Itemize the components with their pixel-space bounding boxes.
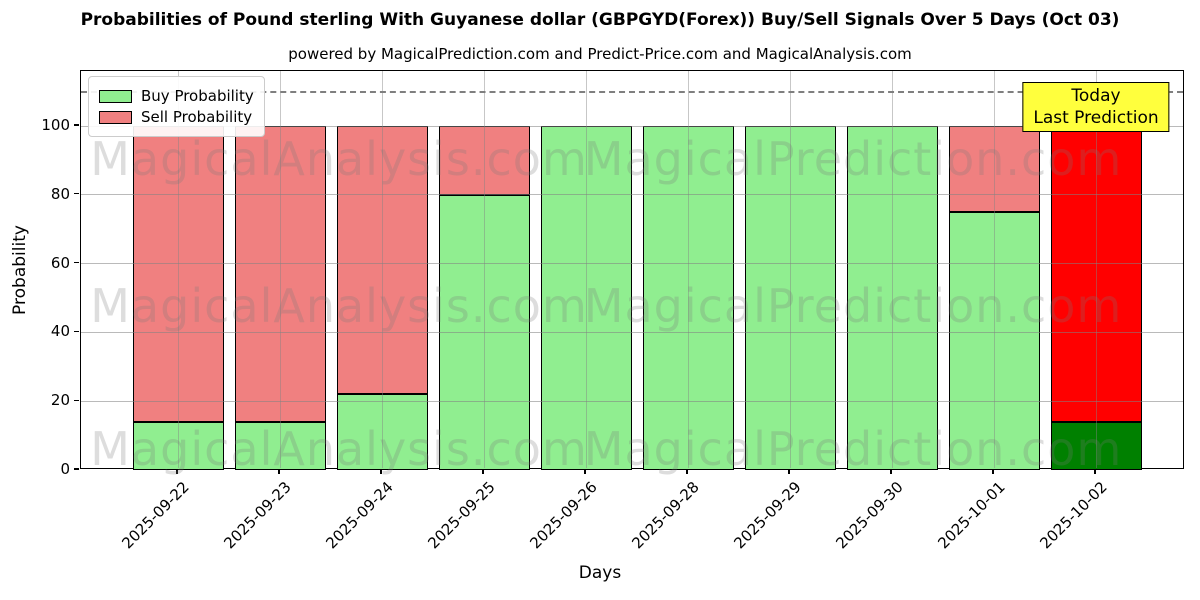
y-tick-mark [74, 468, 79, 470]
watermark-text: MagicalAnalysis.com [90, 279, 588, 333]
sell-swatch [99, 110, 132, 124]
x-gridline [891, 71, 893, 468]
y-gridline [81, 331, 1183, 333]
y-gridline [81, 194, 1183, 196]
y-tick-label: 20 [50, 391, 70, 410]
x-gridline [279, 71, 281, 468]
x-gridline [993, 71, 995, 468]
y-gridline [81, 125, 1183, 127]
today-annotation: Today Last Prediction [1022, 82, 1170, 132]
x-tick-mark [584, 469, 586, 474]
bar-buy-segment [234, 421, 326, 470]
bar-sell-segment [948, 126, 1040, 212]
y-tick-label: 40 [50, 322, 70, 341]
today-annotation-line1: Today [1071, 86, 1121, 106]
bar-buy-segment [948, 212, 1040, 470]
x-gridline [687, 71, 689, 468]
x-gridline [585, 71, 587, 468]
x-gridline [483, 71, 485, 468]
y-tick-label: 100 [41, 116, 70, 134]
bar-sell-segment [132, 126, 224, 422]
x-tick-mark [1094, 469, 1096, 474]
y-tick-mark [74, 330, 79, 333]
x-tick-mark [686, 469, 688, 474]
chart-title: Probabilities of Pound sterling With Guy… [80, 10, 1120, 30]
chart-subtitle: powered by MagicalPrediction.com and Pre… [288, 45, 912, 63]
x-gridline [1095, 71, 1097, 468]
legend-label-buy: Buy Probability [141, 87, 254, 105]
x-tick-mark [176, 469, 178, 474]
plot-area: Buy Probability Sell Probability Today L… [80, 70, 1184, 476]
watermark-text: MagicalAnalysis.com [90, 422, 588, 476]
watermark-text: MagicalPrediction.com [583, 279, 1123, 333]
watermark-text: MagicalPrediction.com [583, 422, 1123, 476]
bar-buy-segment [1050, 421, 1142, 470]
bar-buy-segment [336, 394, 428, 470]
bar-buy-segment [132, 421, 224, 470]
x-gridline [177, 71, 179, 468]
y-gridline [81, 263, 1183, 265]
legend-label-sell: Sell Probability [141, 108, 253, 126]
x-tick-mark [890, 469, 892, 474]
x-tick-mark [788, 469, 790, 474]
buy-swatch [99, 89, 132, 103]
x-gridline [381, 71, 383, 468]
bar-sell-segment [1050, 126, 1142, 422]
y-tick-mark [74, 193, 79, 195]
bar-sell-segment [438, 126, 530, 195]
y-tick-mark [74, 124, 79, 126]
bar-buy-segment [846, 126, 938, 470]
bar-sell-segment [336, 126, 428, 395]
threshold-dashed-line [81, 90, 1183, 93]
x-gridline [789, 71, 791, 468]
bar-buy-segment [540, 126, 632, 470]
today-annotation-line2: Last Prediction [1033, 108, 1159, 128]
bar-buy-segment [744, 126, 836, 470]
y-gridline [81, 400, 1183, 402]
y-tick-mark [74, 262, 79, 264]
x-tick-mark [380, 469, 382, 474]
bar-sell-segment [234, 126, 326, 422]
x-tick-mark [992, 469, 994, 474]
y-tick-mark [74, 399, 79, 401]
y-tick-label: 60 [50, 253, 70, 272]
watermark-text: MagicalPrediction.com [583, 132, 1123, 186]
legend-item-buy: Buy Probability [99, 87, 254, 105]
x-axis-label: Days [578, 563, 622, 583]
x-tick-mark [482, 469, 484, 474]
y-tick-label: 80 [50, 184, 70, 203]
y-tick-label: 0 [60, 460, 70, 478]
watermark-text: MagicalAnalysis.com [90, 132, 588, 186]
legend: Buy Probability Sell Probability [88, 76, 265, 137]
legend-item-sell: Sell Probability [99, 108, 254, 126]
bar-buy-segment [642, 126, 734, 470]
x-tick-mark [278, 469, 280, 474]
